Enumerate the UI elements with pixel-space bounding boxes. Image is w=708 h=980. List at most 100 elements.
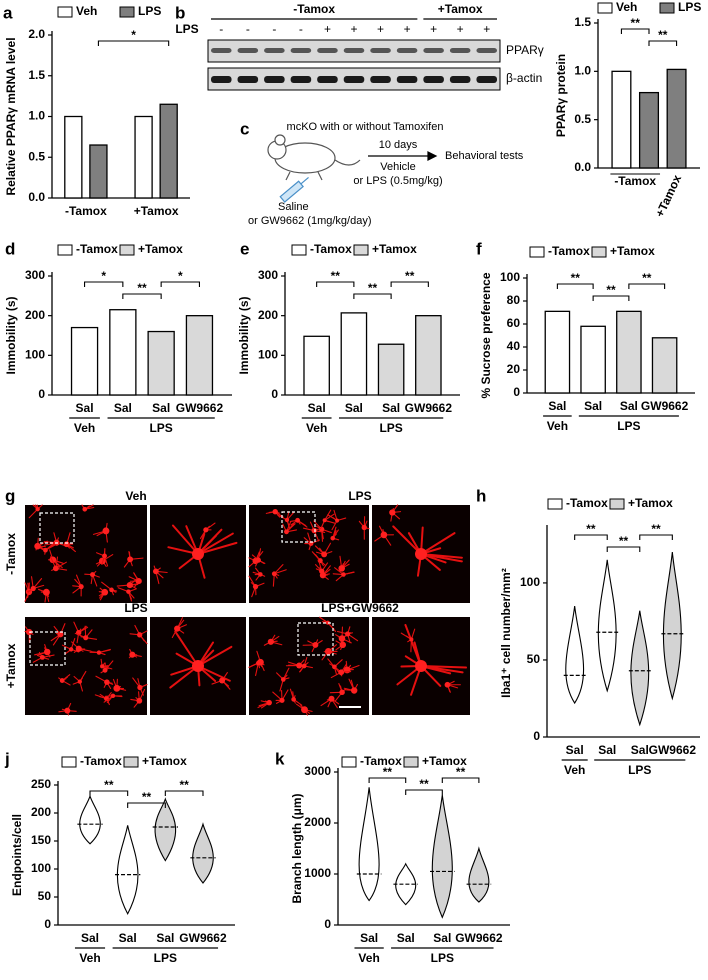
x-tick-label: Sal xyxy=(397,931,415,945)
legend-swatch xyxy=(119,6,135,18)
significance-label: ** xyxy=(619,534,629,548)
microglia-soma xyxy=(90,572,96,578)
microglia-soma xyxy=(324,648,332,655)
y-tick-label: 100 xyxy=(25,348,45,362)
x-tick-label: Sal xyxy=(566,743,584,757)
schematic-text: or LPS (0.5mg/kg) xyxy=(353,175,442,187)
microglia-process xyxy=(420,665,468,669)
blot-band xyxy=(396,76,418,83)
significance-label: ** xyxy=(142,790,152,804)
image-title: LPS xyxy=(124,601,147,615)
microglia-soma xyxy=(444,681,451,688)
bar xyxy=(64,115,83,199)
lane-sign: - xyxy=(219,22,223,36)
y-tick-label: 1.0 xyxy=(574,64,591,78)
blot-band xyxy=(290,76,312,83)
significance-label: ** xyxy=(179,778,189,792)
microglia-soma xyxy=(104,679,110,685)
microglia-soma xyxy=(100,664,105,669)
schematic-text: 10 days xyxy=(379,139,418,151)
microglia-soma xyxy=(64,707,71,714)
blot-group-label: -Tamox xyxy=(293,2,335,16)
microglia-soma xyxy=(322,518,327,523)
microglia-soma xyxy=(42,588,50,596)
blot-band xyxy=(237,48,259,53)
panel-letter: f xyxy=(476,239,482,258)
x-tick-label: Sal xyxy=(345,401,363,415)
legend-label: +Tamox xyxy=(610,244,655,258)
x-tick-label: Sal xyxy=(119,931,137,945)
significance-label: ** xyxy=(405,269,415,283)
image-title: LPS xyxy=(348,489,371,503)
significance-bracket xyxy=(648,40,678,46)
y-tick-label: 0 xyxy=(271,387,278,401)
legend-label: +Tamox xyxy=(138,242,183,256)
blot-band xyxy=(290,48,312,53)
x-tick-label: GW9662 xyxy=(649,743,697,757)
microglia-soma xyxy=(361,524,367,531)
blot-band xyxy=(343,48,365,53)
microglia-soma xyxy=(135,577,142,585)
microglia-soma xyxy=(83,635,89,641)
blot-band xyxy=(370,76,391,83)
lane-sign: - xyxy=(299,22,303,36)
microglia-soma xyxy=(52,565,59,572)
legend-swatch xyxy=(609,498,625,510)
legend-label: -Tamox xyxy=(566,496,608,510)
microglia-soma xyxy=(256,660,261,666)
significance-label: * xyxy=(101,269,106,283)
microglia-soma xyxy=(380,531,388,539)
significance-label: ** xyxy=(104,778,114,792)
y-tick-label: 20 xyxy=(507,362,521,376)
legend-swatch xyxy=(119,244,135,256)
significance-label: ** xyxy=(331,269,341,283)
microglia-soma xyxy=(350,687,358,694)
microglia-soma xyxy=(330,535,336,541)
microglia-soma xyxy=(252,584,259,590)
x-tick-label: +Tamox xyxy=(653,172,685,219)
significance-label: ** xyxy=(571,271,581,285)
schematic-title: mcKO with or without Tamoxifen xyxy=(287,121,444,133)
blot-band xyxy=(476,48,497,53)
panel-letter: e xyxy=(240,239,249,258)
y-tick-label: 100 xyxy=(520,575,540,589)
group-label: LPS xyxy=(379,421,402,435)
legend-label: -Tamox xyxy=(310,242,352,256)
microglia-soma xyxy=(43,648,51,656)
panel-letter: a xyxy=(3,3,13,22)
y-tick-label: 0.5 xyxy=(574,112,591,126)
bar xyxy=(544,310,571,394)
significance-label: ** xyxy=(606,283,616,297)
significance-bracket xyxy=(639,534,673,540)
legend-swatch xyxy=(123,756,139,768)
significance-label: * xyxy=(131,28,136,42)
micrograph xyxy=(372,617,470,715)
micrograph-bg xyxy=(249,617,369,715)
lane-sign: + xyxy=(404,22,411,36)
microglia-soma xyxy=(102,553,107,559)
microglia-soma xyxy=(295,517,301,523)
microglia-soma xyxy=(339,689,345,696)
microglia-soma xyxy=(338,669,345,676)
y-tick-label: 60 xyxy=(507,316,521,330)
legend-swatch xyxy=(403,756,419,768)
y-axis-label: Iba1⁺ cell number/mm² xyxy=(499,568,513,698)
lane-sign: + xyxy=(350,22,357,36)
group-label: LPS xyxy=(154,951,177,965)
y-axis-label: Branch length (μm) xyxy=(290,793,304,903)
significance-label: ** xyxy=(383,765,393,779)
lane-sign: + xyxy=(430,22,437,36)
significance-bracket xyxy=(122,293,162,299)
significance-label: ** xyxy=(419,777,429,791)
bar xyxy=(109,309,137,396)
microglia-soma xyxy=(284,517,290,523)
significance-bracket xyxy=(89,790,129,796)
y-tick-label: 200 xyxy=(258,308,278,322)
violin xyxy=(116,825,139,915)
y-tick-label: 0.5 xyxy=(28,149,45,163)
lane-sign: - xyxy=(246,22,250,36)
microglia-soma xyxy=(415,548,427,560)
schematic-text: Vehicle xyxy=(380,161,415,173)
violin xyxy=(565,605,585,705)
y-tick-label: 300 xyxy=(25,268,45,282)
